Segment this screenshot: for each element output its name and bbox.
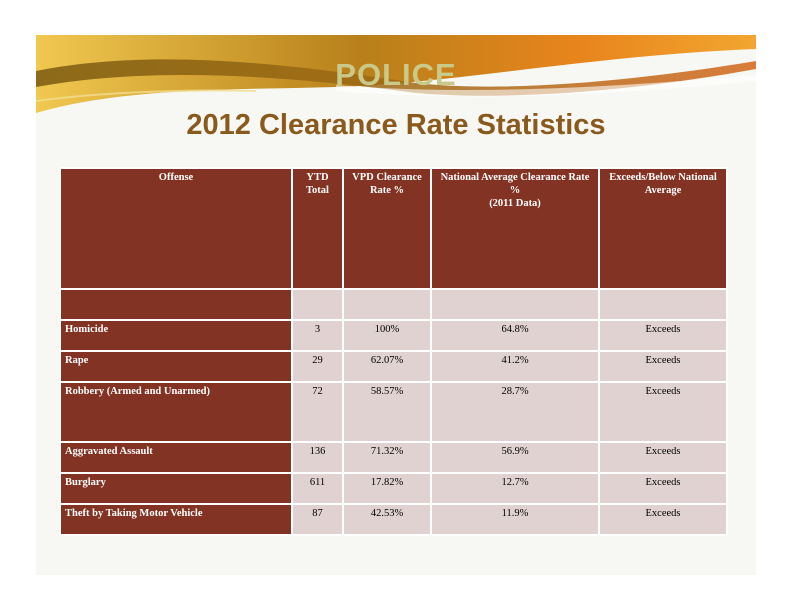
vpd-rate-cell: 100% [342, 319, 432, 352]
clearance-rate-table: Offense YTD Total VPD Clearance Rate % N… [59, 167, 728, 536]
table-row: Homicide 3 100% 64.8% Exceeds [59, 319, 728, 352]
ytd-cell: 87 [291, 503, 344, 536]
national-rate-cell: 56.9% [430, 441, 600, 474]
national-rate-cell: 28.7% [430, 381, 600, 443]
page-title: 2012 Clearance Rate Statistics [186, 109, 606, 141]
column-header-exceeds-below: Exceeds/Below National Average [598, 167, 728, 290]
national-rate-cell: 64.8% [430, 319, 600, 352]
table-row: Rape 29 62.07% 41.2% Exceeds [59, 350, 728, 383]
national-rate-cell: 41.2% [430, 350, 600, 383]
vpd-rate-cell: 62.07% [342, 350, 432, 383]
offense-cell: Burglary [59, 472, 293, 505]
spacer-cell [291, 288, 344, 321]
table-row: Burglary 611 17.82% 12.7% Exceeds [59, 472, 728, 505]
column-header-national-rate: National Average Clearance Rate % (2011 … [430, 167, 600, 290]
slide: POLICE 2012 Clearance Rate Statistics Of… [36, 35, 756, 575]
vpd-rate-cell: 58.57% [342, 381, 432, 443]
table-spacer-row [59, 288, 728, 321]
spacer-cell [342, 288, 432, 321]
ytd-cell: 136 [291, 441, 344, 474]
table-row: Aggravated Assault 136 71.32% 56.9% Exce… [59, 441, 728, 474]
ytd-cell: 29 [291, 350, 344, 383]
status-cell: Exceeds [598, 350, 728, 383]
national-rate-cell: 12.7% [430, 472, 600, 505]
status-cell: Exceeds [598, 381, 728, 443]
offense-cell: Homicide [59, 319, 293, 352]
table-header-row: Offense YTD Total VPD Clearance Rate % N… [59, 167, 728, 290]
offense-cell: Aggravated Assault [59, 441, 293, 474]
offense-cell: Robbery (Armed and Unarmed) [59, 381, 293, 443]
table-row: Robbery (Armed and Unarmed) 72 58.57% 28… [59, 381, 728, 443]
status-cell: Exceeds [598, 319, 728, 352]
table-row: Theft by Taking Motor Vehicle 87 42.53% … [59, 503, 728, 536]
vpd-rate-cell: 71.32% [342, 441, 432, 474]
column-header-offense: Offense [59, 167, 293, 290]
spacer-cell [430, 288, 600, 321]
vpd-rate-cell: 17.82% [342, 472, 432, 505]
column-header-vpd-rate: VPD Clearance Rate % [342, 167, 432, 290]
offense-cell: Theft by Taking Motor Vehicle [59, 503, 293, 536]
national-rate-cell: 11.9% [430, 503, 600, 536]
department-title: POLICE [335, 57, 457, 92]
status-cell: Exceeds [598, 441, 728, 474]
spacer-cell [598, 288, 728, 321]
status-cell: Exceeds [598, 472, 728, 505]
vpd-rate-cell: 42.53% [342, 503, 432, 536]
status-cell: Exceeds [598, 503, 728, 536]
ytd-cell: 72 [291, 381, 344, 443]
ytd-cell: 3 [291, 319, 344, 352]
ytd-cell: 611 [291, 472, 344, 505]
offense-cell: Rape [59, 350, 293, 383]
spacer-cell [59, 288, 293, 321]
column-header-ytd-total: YTD Total [291, 167, 344, 290]
decorative-swoosh [36, 35, 756, 115]
